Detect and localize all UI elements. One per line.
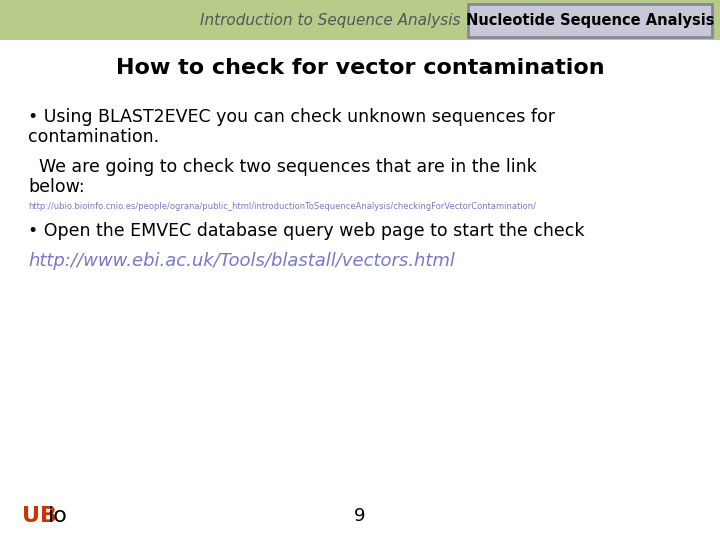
Text: We are going to check two sequences that are in the link: We are going to check two sequences that…: [28, 158, 536, 176]
Text: 9: 9: [354, 507, 366, 525]
FancyBboxPatch shape: [468, 4, 712, 37]
Text: • Using BLAST2EVEC you can check unknown sequences for: • Using BLAST2EVEC you can check unknown…: [28, 108, 555, 126]
Text: http://ubio.bioinfo.cnio.es/people/ograna/public_html/introductionToSequenceAnal: http://ubio.bioinfo.cnio.es/people/ogran…: [28, 202, 536, 211]
Text: below:: below:: [28, 178, 85, 196]
Text: How to check for vector contamination: How to check for vector contamination: [116, 58, 604, 78]
Text: contamination.: contamination.: [28, 128, 159, 146]
Text: Nucleotide Sequence Analysis: Nucleotide Sequence Analysis: [466, 13, 714, 28]
Text: http://www.ebi.ac.uk/Tools/blastall/vectors.html: http://www.ebi.ac.uk/Tools/blastall/vect…: [28, 252, 455, 270]
Text: io: io: [48, 506, 68, 526]
Bar: [0, 0, 720, 40]
Text: Introduction to Sequence Analysis: Introduction to Sequence Analysis: [199, 12, 460, 28]
Text: UB: UB: [22, 506, 57, 526]
Text: • Open the EMVEC database query web page to start the check: • Open the EMVEC database query web page…: [28, 222, 585, 240]
